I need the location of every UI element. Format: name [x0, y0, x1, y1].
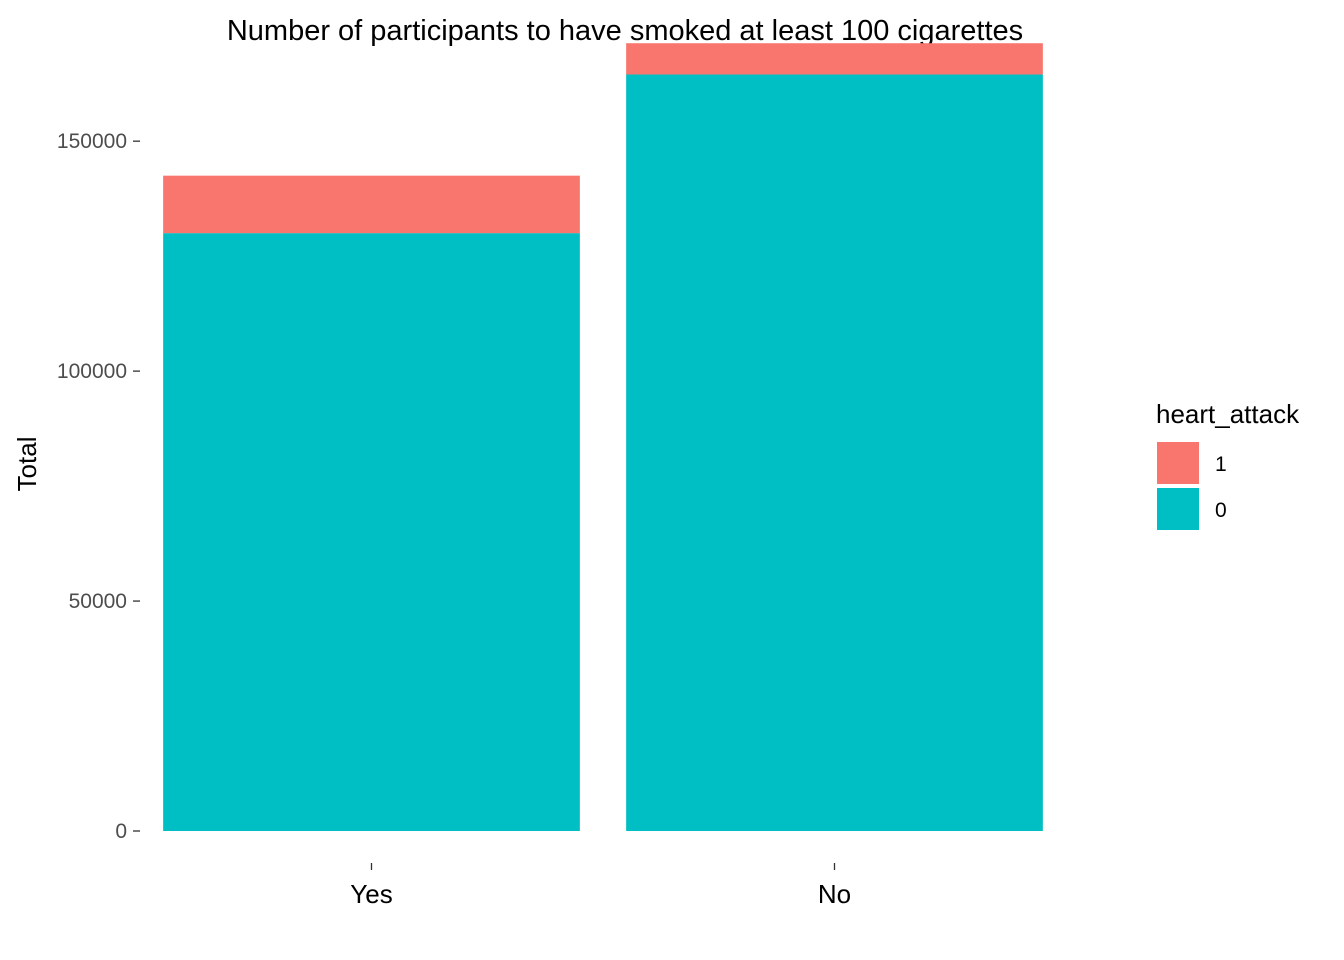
- y-tick-label: 150000: [57, 130, 127, 153]
- x-tick-label: No: [818, 879, 851, 909]
- legend-swatch-1: [1157, 442, 1199, 484]
- y-axis-title: Total: [12, 437, 42, 492]
- legend-label-1: 1: [1215, 453, 1227, 476]
- bars: [163, 43, 1043, 832]
- bar-no-heart-attack-0: [626, 74, 1043, 832]
- legend: heart_attack 1 0: [1156, 399, 1300, 530]
- bar-yes-heart-attack-0: [163, 233, 580, 831]
- x-axis: Yes No: [350, 863, 851, 909]
- x-tick-label: Yes: [350, 879, 392, 909]
- y-tick-label: 50000: [69, 590, 127, 613]
- bar-no-heart-attack-1: [626, 43, 1043, 75]
- legend-label-0: 0: [1215, 499, 1227, 522]
- y-tick-label: 0: [115, 820, 127, 843]
- y-tick-label: 100000: [57, 360, 127, 383]
- bar-yes-heart-attack-1: [163, 175, 580, 234]
- legend-title: heart_attack: [1156, 399, 1300, 429]
- chart-title: Number of participants to have smoked at…: [227, 15, 1023, 47]
- y-axis: 0 50000 100000 150000: [57, 130, 140, 843]
- legend-swatch-0: [1157, 488, 1199, 530]
